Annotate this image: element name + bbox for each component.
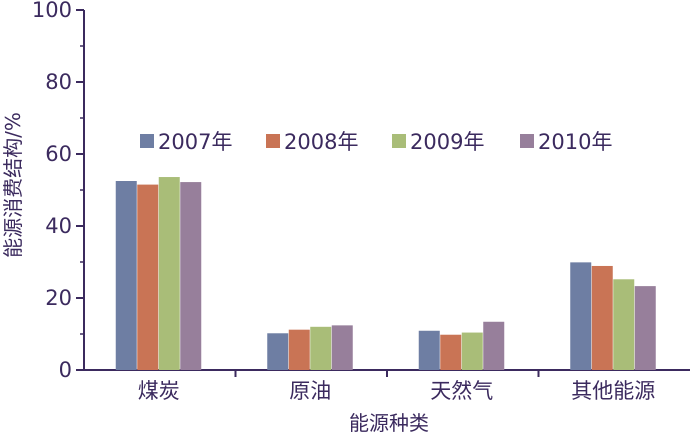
bar-其他能源-2010年 [634, 286, 656, 370]
bar-原油-2008年 [288, 329, 310, 370]
x-axis-title: 能源种类 [349, 411, 429, 435]
bar-原油-2007年 [267, 333, 289, 370]
legend-label: 2009年 [410, 130, 484, 154]
x-category-label: 天然气 [430, 379, 493, 403]
bar-原油-2010年 [331, 325, 353, 370]
y-tick-label: 100 [32, 0, 72, 22]
legend-swatch [520, 134, 534, 148]
bar-煤炭-2007年 [115, 181, 137, 370]
bar-天然气-2007年 [418, 330, 440, 370]
bar-其他能源-2008年 [591, 265, 613, 370]
bar-其他能源-2007年 [570, 262, 592, 370]
bar-其他能源-2009年 [613, 279, 635, 370]
legend-swatch [392, 134, 406, 148]
legend: 2007年 2008年 2009年 2010年 [140, 130, 612, 154]
bar-煤炭-2008年 [137, 184, 159, 370]
bar-天然气-2010年 [483, 321, 505, 370]
bar-原油-2009年 [310, 326, 332, 370]
y-tick-label: 60 [45, 142, 72, 166]
legend-label: 2008年 [284, 130, 358, 154]
bar-天然气-2008年 [440, 334, 462, 370]
y-tick-label: 0 [59, 358, 72, 382]
y-tick-label: 40 [45, 214, 72, 238]
legend-swatch [266, 134, 280, 148]
x-category-label: 煤炭 [138, 379, 180, 403]
x-category-label: 原油 [289, 379, 331, 403]
legend-swatch [140, 134, 154, 148]
axes: 0 20 40 60 80 100 煤炭 原油 天然气 其他能源 [32, 0, 690, 403]
legend-label: 2010年 [538, 130, 612, 154]
bar-天然气-2009年 [461, 332, 483, 370]
y-tick-label: 20 [45, 286, 72, 310]
bars [115, 177, 656, 370]
bar-煤炭-2009年 [158, 177, 180, 370]
bar-煤炭-2010年 [180, 182, 202, 370]
y-axis-title: 能源消费结构/% [1, 112, 25, 258]
x-category-label: 其他能源 [571, 379, 655, 403]
y-tick-label: 80 [45, 70, 72, 94]
legend-label: 2007年 [158, 130, 232, 154]
